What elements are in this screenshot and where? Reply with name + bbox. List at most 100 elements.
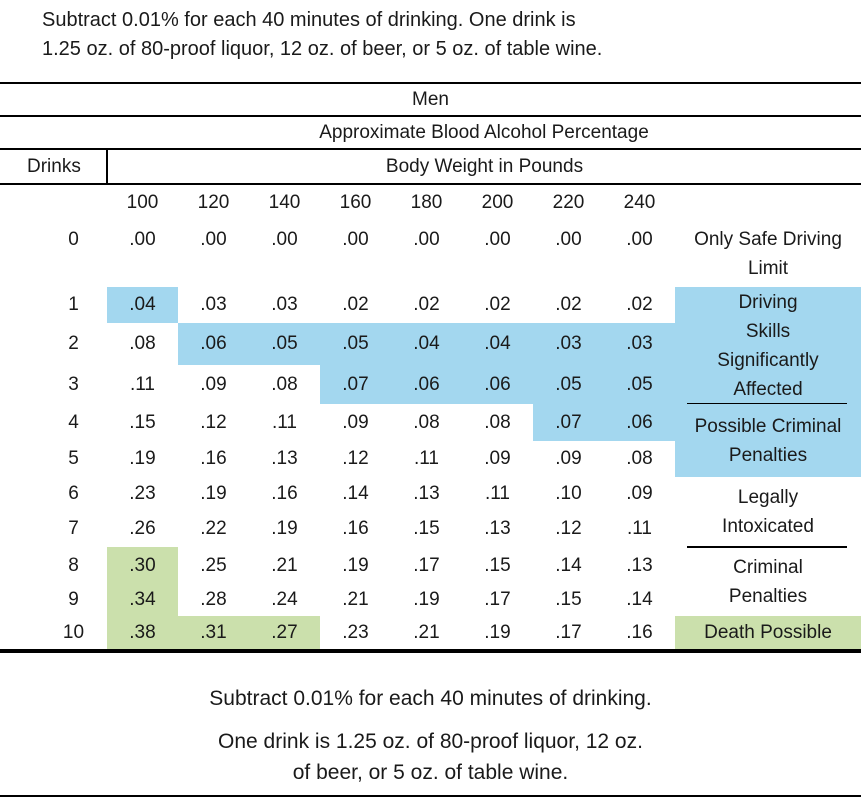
bac-value: .00 (484, 229, 511, 250)
bac-value: .03 (271, 294, 298, 315)
table-row: 6 .23 .19 .16 .14 .13 .11 .10 .09 Legall… (0, 477, 861, 548)
bac-value: .10 (555, 483, 582, 504)
bac-value: .05 (249, 323, 320, 365)
bac-value: .38 (107, 616, 178, 651)
bac-value: .09 (555, 448, 582, 469)
bac-value: .28 (200, 589, 227, 610)
bac-value: .16 (626, 621, 653, 643)
table-row: 7 .26 .22 .19 .16 .15 .13 .12 .11 (0, 511, 861, 547)
bac-value: .03 (604, 323, 675, 365)
weight-header: 160 (339, 191, 372, 213)
bac-value: .00 (342, 229, 369, 250)
bac-value: .06 (462, 365, 533, 404)
bac-value: .15 (555, 589, 582, 610)
bac-value: .13 (413, 483, 440, 504)
drinks-count: 3 (68, 373, 79, 395)
bac-value: .08 (626, 448, 653, 469)
bac-value: .00 (413, 229, 440, 250)
bac-value: .13 (626, 554, 653, 576)
bac-value: .19 (484, 621, 511, 643)
intro-note: Subtract 0.01% for each 40 minutes of dr… (42, 9, 603, 60)
bac-value: .17 (555, 621, 582, 643)
drinks-count: 10 (62, 621, 85, 643)
bac-value: .13 (484, 518, 511, 539)
bac-value: .09 (484, 448, 511, 469)
table-row: 0 .00 .00 .00 .00 .00 .00 .00 .00 Only S… (0, 220, 861, 287)
bac-value: .05 (320, 323, 391, 365)
drinks-count: 0 (68, 229, 79, 250)
bac-value: .00 (271, 229, 298, 250)
bac-value: .15 (484, 554, 511, 576)
weight-header: 180 (410, 191, 443, 213)
bac-value: .06 (604, 404, 675, 441)
drinks-count: 7 (68, 518, 79, 539)
bac-value: .14 (342, 483, 369, 504)
zone-possible-criminal: Possible Criminal Penalties (675, 404, 861, 477)
bac-value: .24 (271, 589, 298, 610)
bac-value: .08 (484, 411, 511, 433)
table-row: 4 .15 .12 .11 .09 .08 .08 .07 .06 Possib… (0, 404, 861, 477)
bac-value: .34 (107, 584, 178, 616)
bac-value: .00 (129, 229, 156, 250)
zone-criminal-penalties: Criminal Penalties (728, 556, 808, 607)
bac-value: .05 (533, 365, 604, 404)
zone-skills-affected: Driving Skills Significantly Affected (675, 287, 861, 405)
bac-value: .19 (413, 589, 440, 610)
bac-value: .21 (413, 621, 440, 643)
bac-value: .25 (200, 554, 227, 576)
table-row: 2 .08 .06 .05 .05 .04 .04 .03 .03 (0, 323, 861, 365)
drinks-count: 6 (68, 483, 79, 504)
zone-only-safe-limit: Only Safe Driving Limit (694, 228, 842, 279)
bac-value: .06 (391, 365, 462, 404)
empty-cell (0, 184, 107, 220)
table-row: 8 .30 .25 .21 .19 .17 .15 .14 .13 Crimin… (0, 547, 861, 607)
bac-value: .22 (200, 518, 227, 539)
weight-group-header: Body Weight in Pounds (106, 149, 861, 185)
bac-value: .23 (342, 621, 369, 643)
column-group-row: Drinks Body Weight in Pounds (0, 149, 861, 185)
bac-value: .16 (271, 483, 298, 504)
footer-note-1: Subtract 0.01% for each 40 minutes of dr… (209, 687, 652, 710)
bac-value: .21 (342, 589, 369, 610)
bac-value: .08 (413, 411, 440, 433)
bac-value: .09 (342, 411, 369, 433)
bac-value: .17 (413, 554, 440, 576)
bac-value: .30 (107, 547, 178, 584)
bac-value: .12 (200, 411, 227, 433)
bac-value: .03 (200, 294, 227, 315)
corner-cell (0, 116, 107, 150)
bac-value: .23 (129, 483, 156, 504)
bac-value: .14 (555, 554, 582, 576)
bac-value: .15 (413, 518, 440, 539)
bac-value: .11 (413, 448, 439, 469)
bac-value: .02 (555, 294, 582, 315)
table-title: Men (0, 82, 861, 117)
footer-note-2: One drink is 1.25 oz. of 80-proof liquor… (218, 730, 643, 784)
drinks-count: 8 (68, 554, 79, 576)
bac-value: .04 (462, 323, 533, 365)
bac-value: .16 (342, 518, 369, 539)
drinks-header: Drinks (0, 149, 107, 185)
bac-value: .09 (200, 373, 227, 395)
bac-value: .17 (484, 589, 511, 610)
bac-value: .11 (271, 411, 297, 433)
bac-value: .04 (107, 287, 178, 323)
weight-header: 240 (623, 191, 656, 213)
table-subtitle: Approximate Blood Alcohol Percentage (107, 116, 861, 150)
table-row: 10 .38 .31 .27 .23 .21 .19 .17 .16 Death… (0, 616, 861, 651)
bac-value: .31 (178, 616, 249, 651)
table-row: 3 .11 .09 .08 .07 .06 .06 .05 .05 (0, 365, 861, 404)
table-row: 1 .04 .03 .03 .02 .02 .02 .02 .02 Drivin… (0, 287, 861, 405)
bac-value: .06 (178, 323, 249, 365)
table-title-row: Men (0, 82, 861, 117)
bac-value: .05 (604, 365, 675, 404)
table-row: 9 .34 .28 .24 .21 .19 .17 .15 .14 (0, 584, 861, 616)
bac-value: .08 (129, 333, 156, 354)
bac-value: .16 (200, 448, 227, 469)
bac-value: .03 (533, 323, 604, 365)
drinks-count: 1 (68, 294, 79, 315)
drinks-count: 2 (68, 333, 79, 354)
drinks-count: 4 (68, 411, 79, 433)
bac-value: .12 (342, 448, 369, 469)
